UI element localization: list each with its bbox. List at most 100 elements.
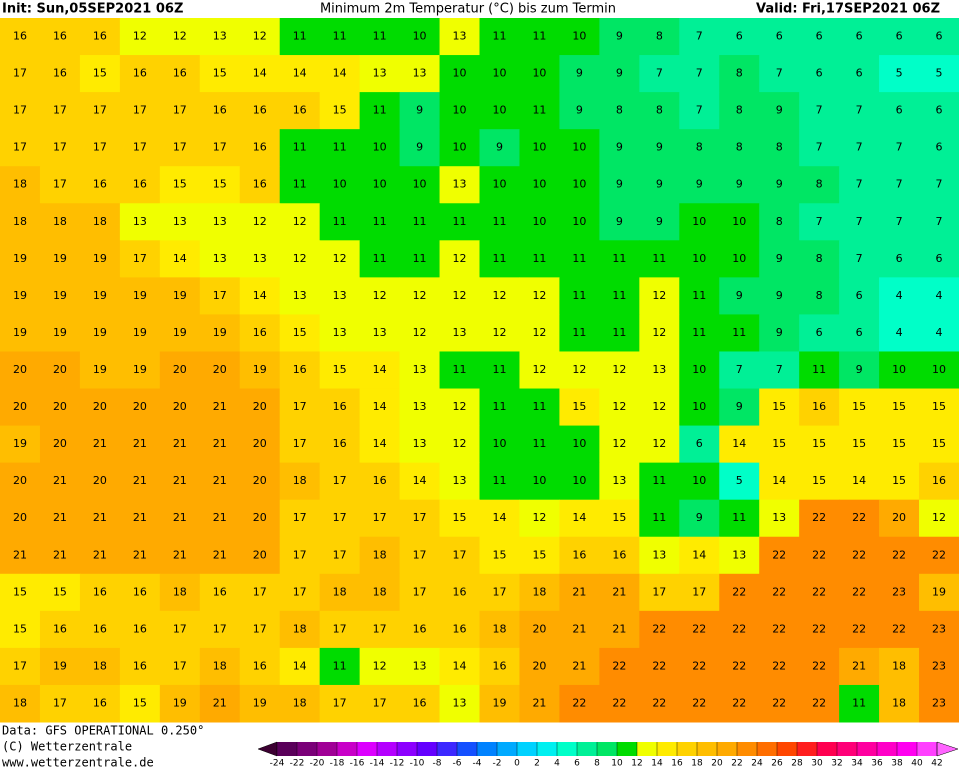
temperature-label: 22 bbox=[732, 622, 746, 635]
temperature-label: 8 bbox=[736, 104, 743, 117]
temperature-cell bbox=[479, 129, 520, 167]
temperature-label: 22 bbox=[652, 696, 666, 709]
temperature-cell bbox=[439, 610, 480, 649]
colorbar-tick-label: -20 bbox=[310, 759, 325, 769]
temperature-cell bbox=[359, 55, 401, 93]
colorbar-interval bbox=[497, 742, 517, 756]
temperature-label: 20 bbox=[133, 400, 147, 413]
temperature-label: 11 bbox=[652, 511, 666, 524]
temperature-label: 7 bbox=[736, 363, 743, 376]
temperature-label: 13 bbox=[213, 252, 227, 265]
temperature-label: 14 bbox=[293, 659, 307, 672]
temperature-label: 19 bbox=[93, 289, 107, 302]
temperature-label: 20 bbox=[532, 659, 546, 672]
temperature-label: 11 bbox=[732, 511, 746, 524]
temperature-label: 21 bbox=[133, 511, 147, 524]
temperature-label: 14 bbox=[253, 67, 267, 80]
temperature-label: 11 bbox=[373, 104, 387, 117]
temperature-label: 17 bbox=[133, 141, 147, 154]
colorbar-tick-label: 22 bbox=[731, 759, 742, 769]
temperature-cell bbox=[919, 18, 959, 56]
temperature-cell bbox=[279, 55, 321, 93]
temperature-cell bbox=[439, 536, 480, 575]
temperature-label: 17 bbox=[173, 659, 187, 672]
temperature-cell bbox=[39, 129, 81, 167]
temperature-label: 9 bbox=[656, 215, 663, 228]
temperature-cell bbox=[879, 351, 920, 390]
temperature-label: 12 bbox=[612, 400, 626, 413]
temperature-label: 22 bbox=[812, 659, 826, 672]
temperature-cell bbox=[519, 55, 560, 93]
temperature-cell bbox=[199, 647, 241, 686]
temperature-label: 20 bbox=[53, 400, 67, 413]
temperature-label: 17 bbox=[652, 585, 666, 598]
temperature-label: 16 bbox=[612, 548, 626, 561]
temperature-label: 21 bbox=[213, 437, 227, 450]
temperature-label: 17 bbox=[333, 474, 347, 487]
temperature-label: 20 bbox=[53, 437, 67, 450]
colorbar-tick-label: -10 bbox=[410, 759, 425, 769]
temperature-label: 9 bbox=[736, 289, 743, 302]
temperature-label: 18 bbox=[892, 659, 906, 672]
temperature-label: 7 bbox=[856, 141, 863, 154]
temperature-cell bbox=[479, 240, 520, 278]
temperature-cell bbox=[439, 18, 480, 56]
temperature-label: 18 bbox=[293, 622, 307, 635]
temperature-label: 11 bbox=[612, 252, 626, 265]
temperature-label: 20 bbox=[213, 363, 227, 376]
colorbar-interval bbox=[397, 742, 417, 756]
temperature-label: 10 bbox=[492, 178, 506, 191]
temperature-label: 15 bbox=[213, 67, 227, 80]
temperature-cell bbox=[39, 647, 81, 686]
temperature-label: 19 bbox=[173, 326, 187, 339]
temperature-label: 20 bbox=[173, 400, 187, 413]
temperature-label: 14 bbox=[173, 252, 187, 265]
temperature-cell bbox=[639, 573, 680, 612]
temperature-cell bbox=[279, 536, 321, 575]
colorbar-tick-label: 28 bbox=[791, 759, 803, 769]
temperature-cell bbox=[479, 277, 520, 315]
temperature-label: 11 bbox=[572, 289, 586, 302]
temperature-cell bbox=[679, 610, 720, 649]
temperature-cell bbox=[79, 573, 121, 612]
temperature-cell bbox=[679, 351, 720, 390]
temperature-label: 13 bbox=[652, 363, 666, 376]
temperature-cell bbox=[879, 166, 920, 204]
temperature-label: 9 bbox=[616, 215, 623, 228]
temperature-label: 17 bbox=[213, 622, 227, 635]
temperature-label: 12 bbox=[453, 400, 467, 413]
colorbar-interval bbox=[537, 742, 557, 756]
temperature-label: 7 bbox=[696, 104, 703, 117]
temperature-cell bbox=[519, 129, 560, 167]
temperature-cell bbox=[119, 240, 161, 278]
temperature-label: 17 bbox=[692, 585, 706, 598]
temperature-cell bbox=[559, 203, 600, 241]
temperature-label: 12 bbox=[532, 326, 546, 339]
temperature-cell bbox=[679, 55, 720, 93]
temperature-label: 16 bbox=[253, 141, 267, 154]
temperature-cell bbox=[439, 129, 480, 167]
temperature-label: 10 bbox=[572, 178, 586, 191]
temperature-cell bbox=[199, 166, 241, 204]
temperature-label: 11 bbox=[373, 215, 387, 228]
temperature-cell bbox=[319, 92, 361, 130]
temperature-cell bbox=[0, 314, 41, 352]
temperature-cell bbox=[759, 129, 800, 167]
temperature-cell bbox=[759, 647, 800, 686]
temperature-label: 5 bbox=[936, 67, 943, 80]
temperature-label: 8 bbox=[656, 30, 663, 43]
temperature-label: 11 bbox=[492, 215, 506, 228]
temperature-cell bbox=[559, 573, 600, 612]
temperature-cell bbox=[439, 240, 480, 278]
temperature-label: 17 bbox=[213, 141, 227, 154]
temperature-label: 7 bbox=[896, 141, 903, 154]
temperature-label: 12 bbox=[293, 252, 307, 265]
temperature-label: 13 bbox=[173, 215, 187, 228]
colorbar-interval bbox=[917, 742, 937, 756]
temperature-label: 11 bbox=[373, 252, 387, 265]
temperature-label: 17 bbox=[492, 585, 506, 598]
temperature-cell bbox=[199, 92, 241, 130]
temperature-cell bbox=[839, 536, 880, 575]
temperature-cell bbox=[759, 203, 800, 241]
colorbar-interval bbox=[677, 742, 697, 756]
